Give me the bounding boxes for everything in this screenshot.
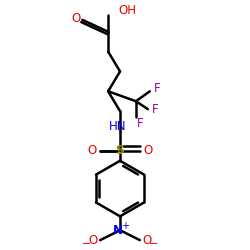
Text: O: O: [88, 144, 97, 157]
Text: −: −: [82, 239, 91, 249]
Text: O: O: [142, 234, 152, 247]
Text: OH: OH: [118, 4, 136, 18]
Text: F: F: [136, 116, 143, 130]
Text: +: +: [121, 221, 129, 231]
Text: O: O: [72, 12, 81, 25]
Text: S: S: [116, 144, 124, 157]
Text: HN: HN: [109, 120, 127, 132]
Text: N: N: [113, 224, 123, 237]
Text: O: O: [143, 144, 152, 157]
Text: −: −: [149, 239, 158, 249]
Text: F: F: [154, 82, 160, 95]
Text: O: O: [88, 234, 98, 247]
Text: F: F: [152, 103, 158, 116]
